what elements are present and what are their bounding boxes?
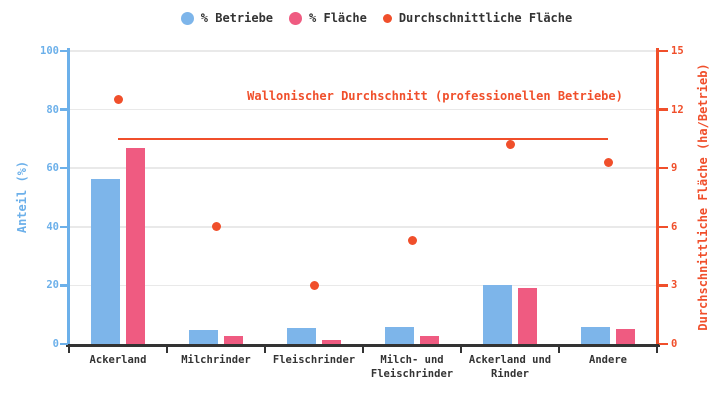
flaeche-bar (322, 339, 341, 344)
durchschnitt-legend-marker-icon (382, 13, 392, 23)
flaeche-bar (518, 288, 537, 344)
x-axis-tick (459, 344, 463, 353)
reference-line (118, 137, 608, 141)
category-label: Fleischrinder (272, 354, 356, 366)
x-axis-tick (165, 344, 169, 353)
right-axis-tick-label: 6 (671, 220, 678, 233)
right-axis-tick-label: 0 (671, 338, 678, 350)
left-axis-tick-label: 40 (46, 220, 59, 233)
durchschnitt-dot (407, 235, 417, 245)
durchschnitt-dot (603, 157, 613, 167)
legend-item-durchschnitt: Durchschnittliche Fläche (382, 11, 573, 25)
left-axis-tick (60, 342, 69, 346)
left-axis-tick-label: 20 (46, 279, 59, 292)
left-axis-tick (60, 166, 69, 170)
gridline (69, 108, 657, 111)
durchschnitt-dot (211, 222, 221, 232)
right-axis-tick-label: 12 (671, 103, 684, 116)
legend-label-flaeche: % Fläche (309, 11, 367, 25)
x-axis-tick (557, 344, 561, 353)
gridline (69, 226, 657, 228)
flaeche-bar (126, 147, 145, 344)
right-axis-tick-label: 3 (671, 279, 678, 292)
left-axis-tick-label: 100 (40, 45, 59, 57)
left-axis-tick-label: 60 (46, 162, 59, 175)
category-label: Milchrinder (181, 354, 251, 366)
betriebe-bar (581, 327, 610, 344)
legend-item-flaeche: % Fläche (289, 11, 367, 25)
right-axis-tick (659, 342, 668, 346)
x-axis-tick (655, 344, 659, 353)
left-axis-tick (60, 225, 69, 229)
legend: % Betriebe % Fläche Durchschnittliche Fl… (14, 10, 725, 26)
category-label: Milch- und Fleischrinder (370, 354, 454, 380)
right-axis-tick-label: 9 (671, 162, 678, 175)
x-axis-tick (361, 344, 365, 353)
betriebe-bar (385, 326, 414, 344)
betriebe-bar (483, 285, 512, 344)
gridline (69, 284, 657, 287)
flaeche-bar (616, 329, 635, 344)
right-axis-tick (659, 49, 668, 53)
left-axis-tick (60, 49, 69, 53)
right-axis-tick (659, 108, 668, 111)
right-axis-line (656, 48, 659, 346)
legend-label-durchschnitt: Durchschnittliche Fläche (398, 11, 573, 25)
gridline (69, 167, 657, 169)
durchschnitt-dot (113, 95, 123, 105)
betriebe-bar (189, 329, 218, 344)
left-axis-tick (60, 108, 69, 111)
right-axis-tick (659, 284, 668, 287)
category-label: Ackerland und Rinder (468, 354, 552, 380)
flaeche-legend-marker-icon (289, 11, 303, 25)
left-axis-tick-label: 0 (52, 338, 59, 350)
gridline (69, 50, 657, 52)
left-axis-tick (60, 284, 69, 287)
left-axis-line (67, 48, 70, 346)
betriebe-legend-marker-icon (180, 11, 194, 25)
right-axis-tick (659, 225, 668, 229)
x-axis-tick (67, 344, 71, 353)
betriebe-bar (287, 328, 316, 344)
reference-line-label: Wallonischer Durchschnitt (professionell… (247, 89, 623, 103)
category-label: Andere (589, 354, 627, 366)
legend-label-betriebe: % Betriebe (200, 11, 274, 25)
flaeche-bar (224, 336, 243, 344)
durchschnitt-dot (505, 140, 515, 150)
left-axis-tick-label: 80 (46, 103, 59, 116)
right-axis-tick (659, 166, 668, 170)
category-label: Ackerland (89, 354, 147, 366)
durchschnitt-dot (309, 280, 319, 290)
right-axis-tick-label: 15 (671, 45, 684, 57)
legend-item-betriebe: % Betriebe (180, 11, 274, 25)
flaeche-bar (420, 336, 439, 344)
x-axis-tick (263, 344, 267, 353)
betriebe-bar (91, 179, 120, 344)
